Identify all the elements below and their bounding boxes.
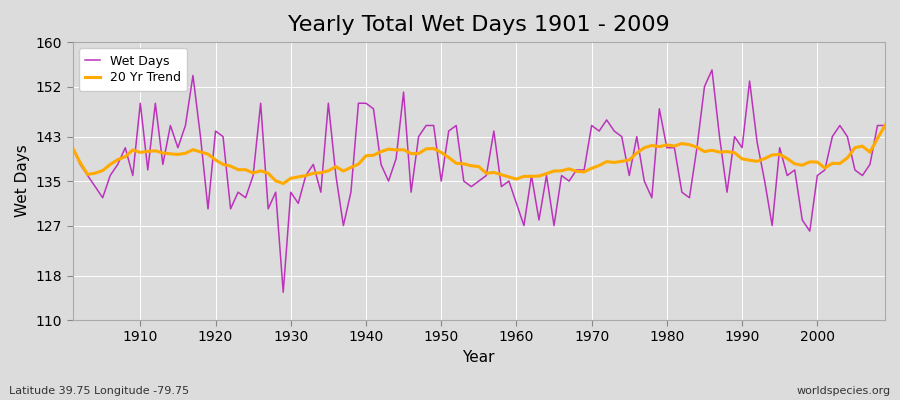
Wet Days (301, 173, 311, 178)
X-axis label: Year: Year (463, 350, 495, 365)
Title: Yearly Total Wet Days 1901 - 2009: Yearly Total Wet Days 1901 - 2009 (288, 15, 670, 35)
20 Yr Trend (608, 160, 619, 165)
Wet Days (511, 201, 522, 206)
Wet Days (346, 190, 356, 194)
Legend: Wet Days, 20 Yr Trend: Wet Days, 20 Yr Trend (79, 48, 187, 91)
Y-axis label: Wet Days: Wet Days (15, 145, 30, 218)
20 Yr Trend (518, 174, 529, 179)
Wet Days (68, 145, 78, 150)
Wet Days (278, 290, 289, 295)
Wet Days (706, 68, 717, 72)
20 Yr Trend (128, 148, 139, 152)
20 Yr Trend (511, 177, 522, 182)
Text: worldspecies.org: worldspecies.org (796, 386, 891, 396)
20 Yr Trend (278, 181, 289, 186)
20 Yr Trend (68, 145, 78, 150)
Wet Days (879, 123, 890, 128)
Text: Latitude 39.75 Longitude -79.75: Latitude 39.75 Longitude -79.75 (9, 386, 189, 396)
Line: Wet Days: Wet Days (73, 70, 885, 292)
Line: 20 Yr Trend: 20 Yr Trend (73, 126, 885, 184)
Wet Days (608, 129, 619, 134)
20 Yr Trend (879, 123, 890, 128)
20 Yr Trend (346, 165, 356, 170)
Wet Days (518, 223, 529, 228)
Wet Days (128, 173, 139, 178)
20 Yr Trend (301, 173, 311, 178)
